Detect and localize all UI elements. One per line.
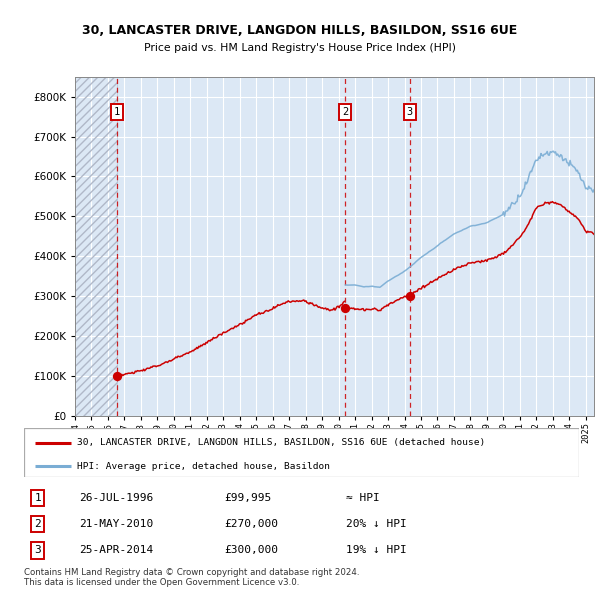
Text: 1: 1: [114, 107, 121, 117]
Text: 30, LANCASTER DRIVE, LANGDON HILLS, BASILDON, SS16 6UE: 30, LANCASTER DRIVE, LANGDON HILLS, BASI…: [82, 24, 518, 37]
Text: 1: 1: [35, 493, 41, 503]
Text: 26-JUL-1996: 26-JUL-1996: [79, 493, 154, 503]
Text: 30, LANCASTER DRIVE, LANGDON HILLS, BASILDON, SS16 6UE (detached house): 30, LANCASTER DRIVE, LANGDON HILLS, BASI…: [77, 438, 485, 447]
Text: £99,995: £99,995: [224, 493, 271, 503]
Text: HPI: Average price, detached house, Basildon: HPI: Average price, detached house, Basi…: [77, 461, 330, 471]
Text: ≈ HPI: ≈ HPI: [346, 493, 380, 503]
Text: 21-MAY-2010: 21-MAY-2010: [79, 519, 154, 529]
Text: 25-APR-2014: 25-APR-2014: [79, 545, 154, 555]
Text: Price paid vs. HM Land Registry's House Price Index (HPI): Price paid vs. HM Land Registry's House …: [144, 43, 456, 53]
Text: Contains HM Land Registry data © Crown copyright and database right 2024.
This d: Contains HM Land Registry data © Crown c…: [24, 568, 359, 587]
Text: 20% ↓ HPI: 20% ↓ HPI: [346, 519, 407, 529]
Point: [405, 291, 415, 301]
Text: 2: 2: [342, 107, 348, 117]
Text: £300,000: £300,000: [224, 545, 278, 555]
FancyBboxPatch shape: [24, 428, 579, 477]
Text: 19% ↓ HPI: 19% ↓ HPI: [346, 545, 407, 555]
Text: £270,000: £270,000: [224, 519, 278, 529]
Text: 3: 3: [407, 107, 413, 117]
Point: [340, 303, 350, 313]
Text: 3: 3: [35, 545, 41, 555]
Text: 2: 2: [35, 519, 41, 529]
Point: [112, 371, 122, 381]
